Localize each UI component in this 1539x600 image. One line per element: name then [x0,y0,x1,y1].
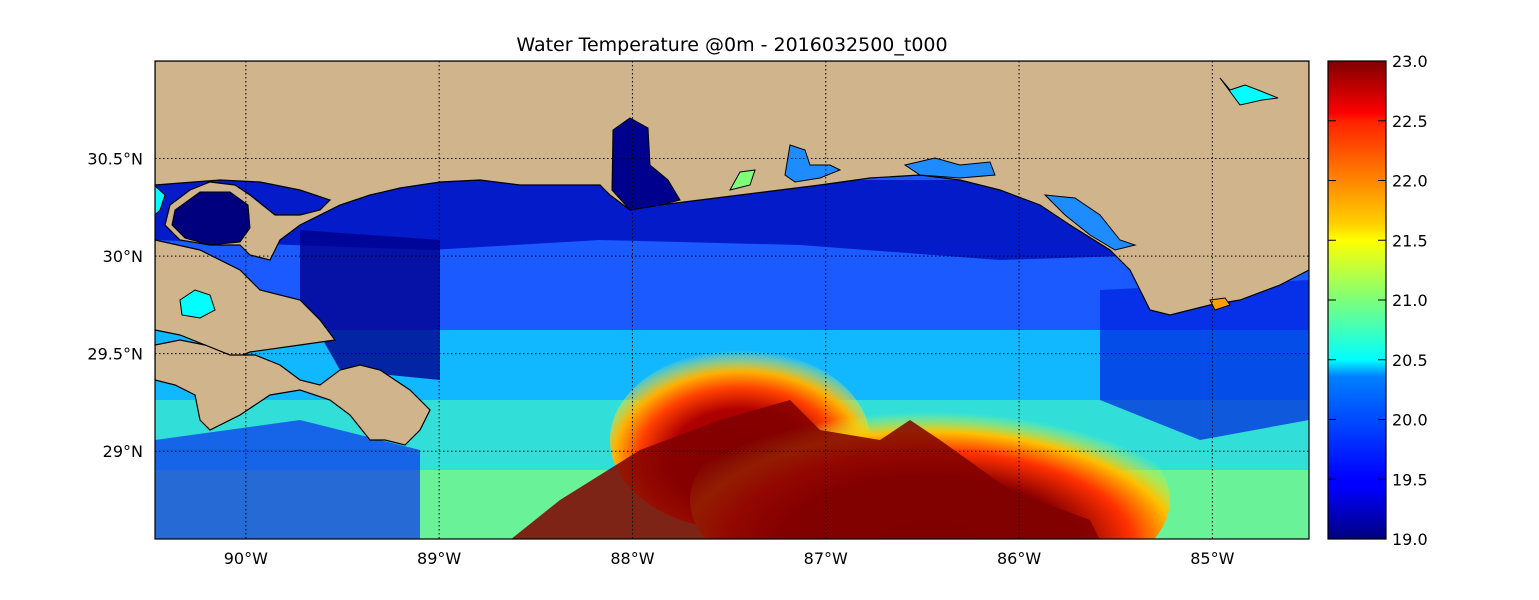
colorbar-tick-label: 21.5 [1392,231,1428,250]
colorbar-ticks: 19.0 19.5 20.0 20.5 21.0 21.5 22.0 22.5 23.0 [1328,52,1428,549]
lon-tick-label: 88°W [610,549,654,568]
latitude-labels: 30.5°N 30°N 29.5°N 29°N [87,150,143,462]
lake-inland-east [1219,77,1279,106]
colorbar-tick-label: 22.5 [1392,112,1428,131]
pensacola-bay [784,144,842,183]
colorbar-tick-label: 20.0 [1392,411,1428,430]
colorbar-tick-label: 20.5 [1392,351,1428,370]
lat-tick-label: 29.5°N [87,345,143,364]
lat-tick-label: 30°N [103,247,143,266]
lake-pontchartrain [171,191,251,246]
lake-inland [179,289,216,319]
map-frame [154,60,1310,540]
st-andrews-bay [1043,194,1137,251]
colorbar-tick-label: 19.5 [1392,470,1428,489]
map-plot-area [155,61,1309,539]
map-gridlines [155,61,1309,539]
land-louisiana-delta [155,239,337,361]
colorbar-tick-label: 22.0 [1392,172,1428,191]
lat-tick-label: 29°N [103,442,143,461]
lon-tick-label: 86°W [997,549,1041,568]
choctawhatchee-bay [903,157,996,179]
colorbar-tick-label: 19.0 [1392,530,1428,549]
map-title: Water Temperature @0m - 2016032500_t000 [516,34,948,56]
mobile-bay [611,117,681,211]
colorbar-tick-label: 21.0 [1392,291,1428,310]
lon-tick-label: 85°W [1190,549,1234,568]
lon-tick-label: 90°W [224,549,268,568]
land-bird-foot-delta [155,339,431,446]
lat-tick-label: 30.5°N [87,150,143,169]
lon-tick-label: 87°W [804,549,848,568]
colorbar [1327,60,1387,540]
longitude-labels: 90°W 89°W 88°W 87°W 86°W 85°W [224,549,1235,568]
lon-tick-label: 89°W [417,549,461,568]
colorbar-tick-label: 23.0 [1392,52,1428,71]
